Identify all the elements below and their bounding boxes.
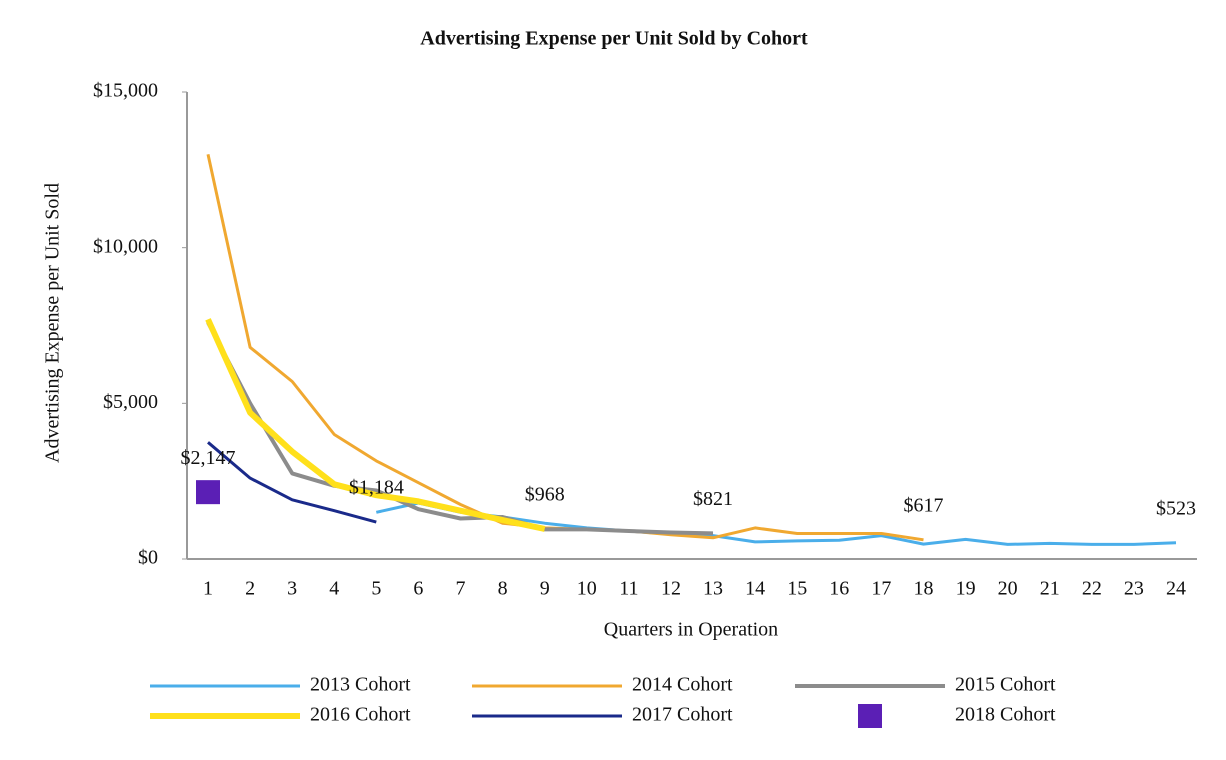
- data-label: $1,184: [349, 477, 404, 499]
- y-tick-label: $10,000: [93, 235, 158, 257]
- data-label: $821: [693, 488, 733, 510]
- data-label: $523: [1156, 497, 1196, 519]
- x-tick-label: 11: [619, 578, 638, 600]
- x-tick-label: 12: [661, 578, 681, 600]
- series-line: [206, 321, 714, 536]
- x-tick-label: 6: [413, 578, 423, 600]
- x-tick-label: 15: [787, 578, 807, 600]
- x-tick-label: 9: [540, 578, 550, 600]
- x-axis-label: Quarters in Operation: [604, 619, 778, 641]
- legend-label: 2017 Cohort: [632, 704, 733, 726]
- legend-swatch: [858, 704, 882, 728]
- x-tick-label: 4: [329, 578, 339, 600]
- series-line: [207, 441, 377, 524]
- x-tick-label: 24: [1166, 578, 1186, 600]
- x-tick-label: 17: [871, 578, 891, 600]
- y-tick-label: $15,000: [93, 80, 158, 102]
- x-tick-label: 21: [1040, 578, 1060, 600]
- x-tick-label: 22: [1082, 578, 1102, 600]
- legend-label: 2016 Cohort: [310, 704, 411, 726]
- x-tick-label: 5: [371, 578, 381, 600]
- x-tick-label: 16: [829, 578, 849, 600]
- x-tick-label: 19: [956, 578, 976, 600]
- legend-label: 2018 Cohort: [955, 704, 1056, 726]
- x-tick-label: 23: [1124, 578, 1144, 600]
- x-tick-label: 20: [998, 578, 1018, 600]
- x-tick-label: 1: [203, 578, 213, 600]
- x-tick-label: 10: [577, 578, 597, 600]
- x-tick-label: 3: [287, 578, 297, 600]
- marker: [196, 480, 220, 505]
- y-tick-label: $0: [138, 547, 158, 569]
- y-tick-label: $5,000: [103, 391, 158, 413]
- data-label: $2,147: [181, 447, 236, 469]
- series-line: [205, 318, 546, 532]
- x-tick-label: 7: [456, 578, 466, 600]
- legend-label: 2014 Cohort: [632, 674, 733, 696]
- y-axis-label: Advertising Expense per Unit Sold: [42, 183, 64, 463]
- legend-label: 2015 Cohort: [955, 674, 1056, 696]
- data-label: $617: [903, 494, 943, 516]
- data-label: $968: [525, 483, 565, 505]
- chart-title: Advertising Expense per Unit Sold by Coh…: [420, 28, 808, 50]
- x-tick-label: 8: [498, 578, 508, 600]
- x-tick-label: 18: [913, 578, 933, 600]
- x-tick-label: 14: [745, 578, 765, 600]
- series-line: [375, 501, 1177, 546]
- x-tick-label: 13: [703, 578, 723, 600]
- x-tick-label: 2: [245, 578, 255, 600]
- legend-label: 2013 Cohort: [310, 674, 411, 696]
